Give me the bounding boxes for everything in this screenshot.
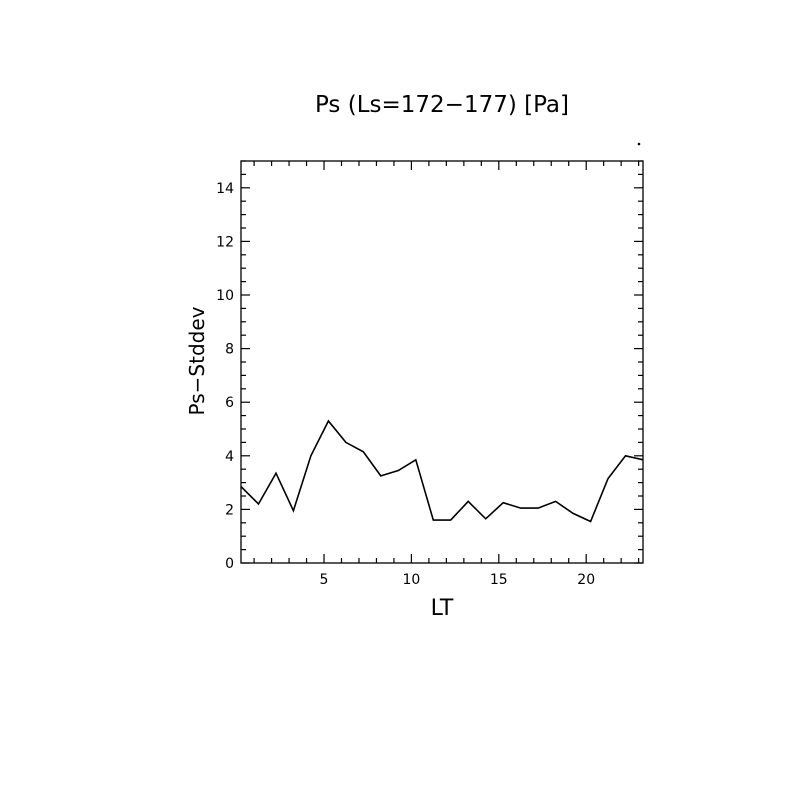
corner-dot	[637, 142, 641, 146]
y-axis-label: Ps−Stddev	[185, 306, 209, 415]
tick-labels: 0 2 4 6 8 10 12 14 5 10 15 20	[216, 181, 595, 588]
y-tick-label: 2	[225, 502, 234, 518]
series-line	[240, 419, 644, 523]
x-tick-label: 10	[402, 572, 420, 588]
y-tick-label: 8	[225, 342, 234, 358]
x-axis-label: LT	[431, 596, 454, 621]
y-tick-label: 6	[225, 395, 234, 411]
y-tick-label: 12	[216, 234, 234, 250]
y-tick-label: 4	[225, 449, 234, 465]
chart-title: Ps (Ls=172−177) [Pa]	[315, 92, 569, 118]
series-layer	[240, 419, 644, 523]
x-tick-label: 15	[490, 572, 508, 588]
x-tick-label: 20	[577, 572, 595, 588]
y-tick-label: 14	[216, 181, 234, 197]
y-tick-label: 10	[216, 288, 234, 304]
plot-frame	[240, 160, 644, 564]
y-tick-label: 0	[225, 556, 234, 572]
axis-ticks	[241, 160, 643, 564]
x-tick-label: 5	[320, 572, 329, 588]
